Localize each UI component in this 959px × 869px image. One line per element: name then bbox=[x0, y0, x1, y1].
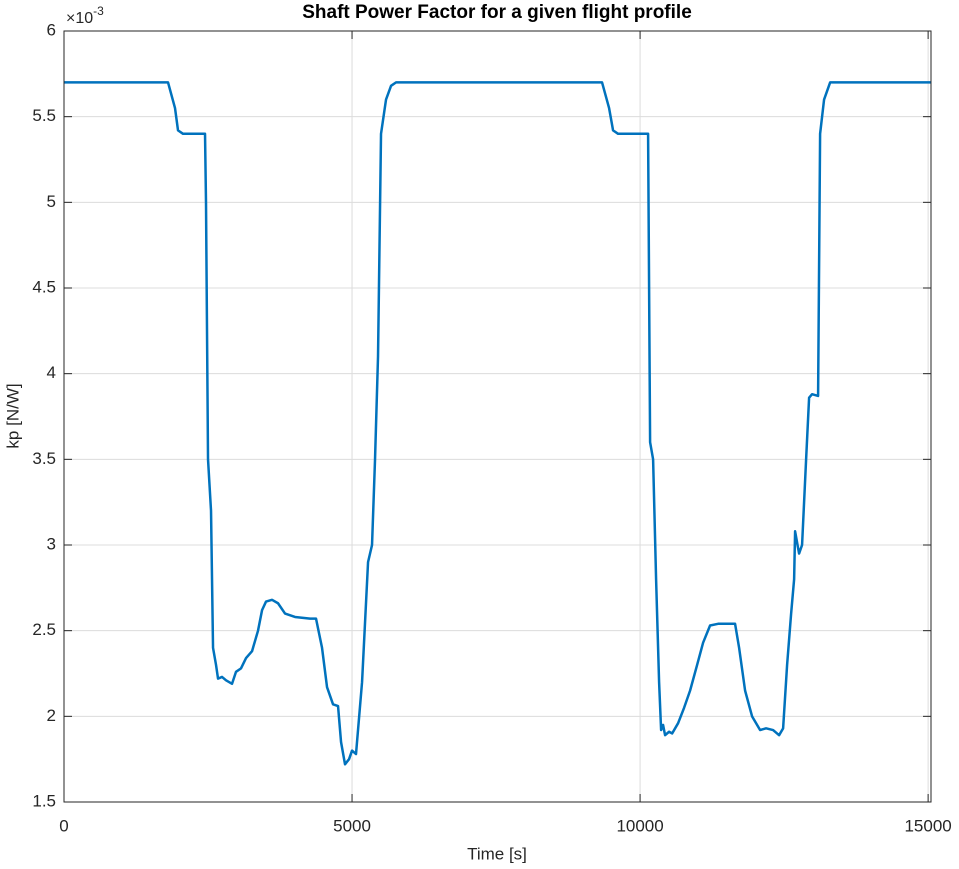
y-tick-label: 3 bbox=[47, 534, 56, 553]
x-axis-label: Time [s] bbox=[467, 844, 527, 863]
marks bbox=[64, 81, 931, 766]
y-axis-label: kp [N/W] bbox=[3, 383, 22, 448]
x-tick-label: 5000 bbox=[333, 816, 371, 835]
y-tick-label: 3.5 bbox=[32, 449, 56, 468]
y-tick-label: 1.5 bbox=[32, 791, 56, 810]
y-tick-label: 5.5 bbox=[32, 106, 56, 125]
x-tick-label: 15000 bbox=[904, 816, 951, 835]
exponent-base: ×10 bbox=[66, 10, 93, 27]
y-tick-label: 6 bbox=[47, 20, 56, 39]
axes-box bbox=[63, 30, 932, 803]
y-tick-label: 4.5 bbox=[32, 277, 56, 296]
plot-area bbox=[64, 31, 931, 802]
y-tick-label: 2.5 bbox=[32, 620, 56, 639]
y-tick-label: 4 bbox=[47, 363, 56, 382]
y-exponent: ×10-3 bbox=[66, 4, 104, 27]
data-line bbox=[64, 81, 931, 766]
exponent-power: -3 bbox=[93, 4, 104, 18]
x-tick-label: 10000 bbox=[616, 816, 663, 835]
y-tick-label: 5 bbox=[47, 192, 56, 211]
chart-title: Shaft Power Factor for a given flight pr… bbox=[302, 2, 692, 23]
x-tick-label: 0 bbox=[59, 816, 68, 835]
y-tick-label: 2 bbox=[47, 706, 56, 725]
